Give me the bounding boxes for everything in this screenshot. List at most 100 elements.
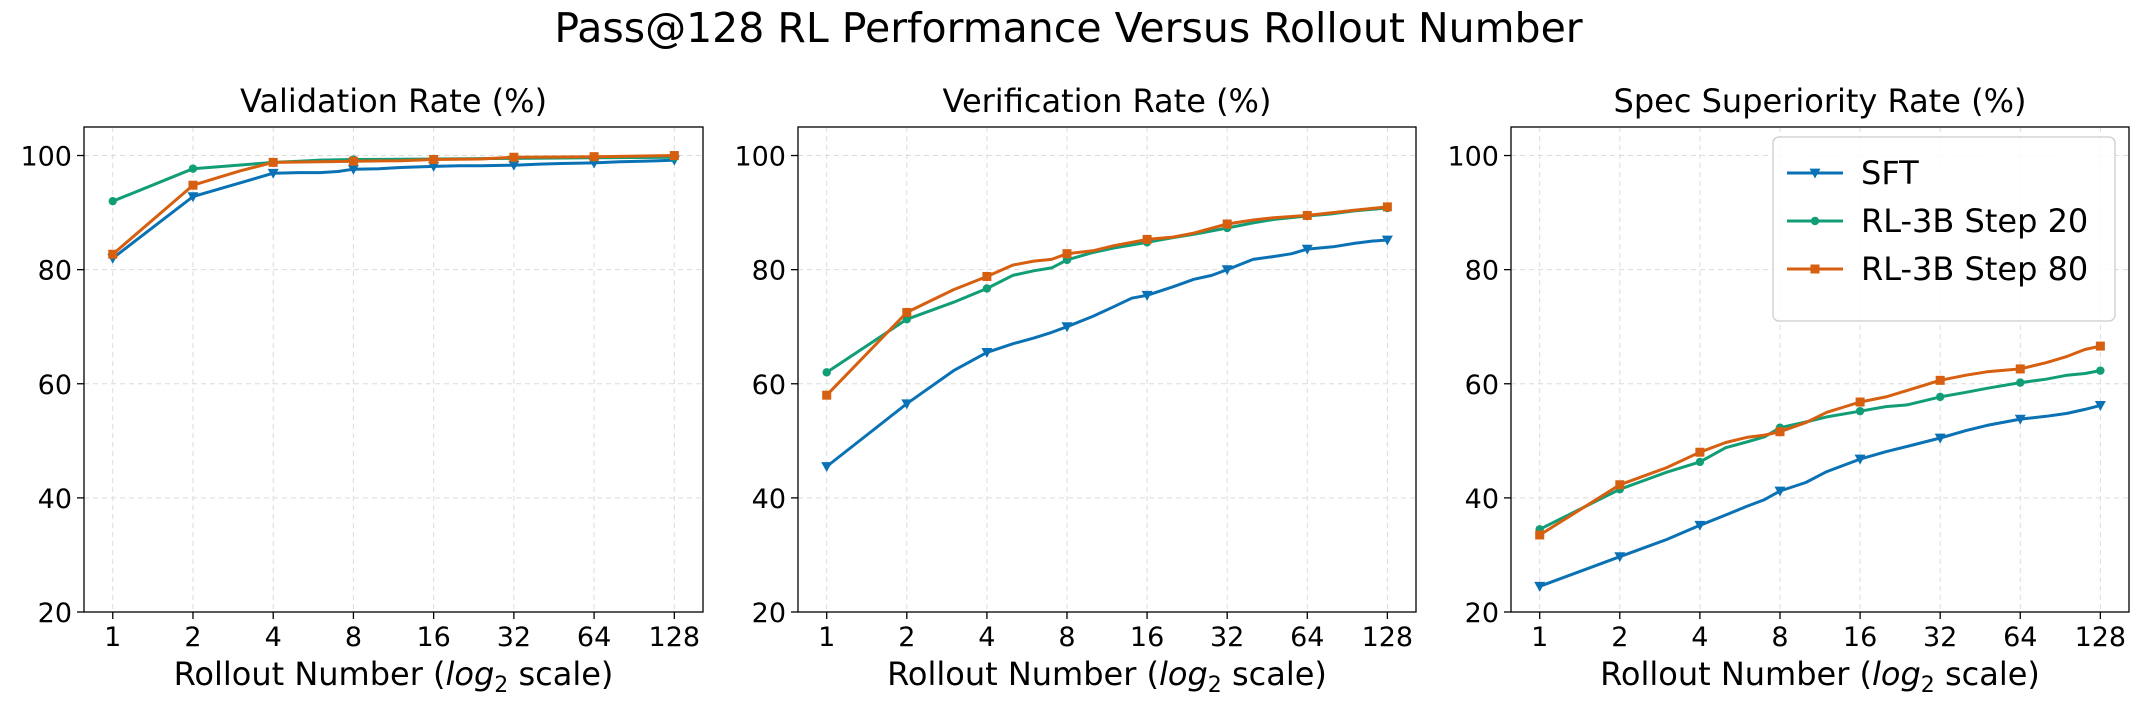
data-point [509, 152, 519, 162]
legend-marker [1810, 264, 1820, 274]
y-tick-label: 60 [1465, 370, 1499, 401]
data-point [428, 161, 440, 172]
data-point [1061, 322, 1073, 333]
data-point [2094, 401, 2106, 411]
data-point [108, 196, 117, 206]
x-tick-label: 2 [184, 622, 201, 653]
x-axis-label: Rollout Number (log2 scale) [1600, 655, 2040, 698]
x-tick-label: 1 [818, 622, 835, 653]
x-tick-label: 64 [577, 622, 611, 653]
data-point [1695, 447, 1705, 457]
x-tick-label: 32 [1923, 622, 1957, 653]
legend-item: RL-3B Step 80 [1787, 250, 2088, 288]
data-point [1774, 486, 1786, 497]
data-point [669, 151, 679, 161]
x-tick-label: 4 [978, 622, 995, 653]
x-axis-label: Rollout Number (log2 scale) [887, 655, 1327, 698]
y-tick-label: 100 [734, 142, 786, 173]
data-point [1935, 375, 1945, 385]
data-point [1855, 397, 1865, 407]
axes-frame [1510, 126, 2130, 613]
data-point [901, 399, 913, 410]
data-point [1062, 249, 1072, 259]
figure-title: Pass@128 RL Performance Versus Rollout N… [554, 4, 1583, 52]
series-line [1539, 403, 2101, 588]
subplot-title: Verification Rate (%) [943, 82, 1272, 120]
y-tick-label: 40 [38, 484, 72, 515]
data-point [1381, 235, 1393, 246]
data-point [1854, 454, 1866, 465]
data-point [1615, 480, 1625, 490]
legend-box [1772, 136, 2116, 322]
x-tick-label: 128 [1362, 622, 1414, 653]
y-tick-label: 100 [20, 142, 72, 173]
data-point [902, 307, 912, 317]
data-point [1535, 530, 1545, 540]
data-point [188, 180, 198, 190]
series-line [1538, 344, 2101, 537]
x-tick-label: 2 [1611, 622, 1628, 653]
x-tick-label: 16 [1130, 622, 1164, 653]
data-point [981, 347, 993, 358]
axes-frame [83, 126, 704, 613]
data-point [1694, 520, 1706, 531]
data-point [508, 160, 520, 171]
series-2 [822, 203, 1392, 377]
data-point [1141, 290, 1153, 301]
y-tick-label: 80 [1465, 256, 1499, 287]
x-tick-label: 1 [104, 622, 121, 653]
data-point [187, 192, 199, 203]
data-point [821, 462, 833, 472]
data-point [2015, 364, 2025, 374]
x-tick-label: 4 [1691, 622, 1708, 653]
data-point [267, 168, 279, 179]
x-tick-label: 2 [898, 622, 915, 653]
data-point [822, 390, 832, 400]
data-point [1775, 427, 1785, 437]
y-tick-label: 20 [1465, 598, 1499, 629]
subplot-3: 1 2 4 8 16 32 64 128 20 40 60 80 100 Spec Superiority… [1447, 82, 2130, 698]
data-point [348, 156, 358, 166]
x-tick-label: 8 [345, 622, 362, 653]
x-tick-label: 1 [1531, 622, 1548, 653]
data-point [1382, 202, 1392, 212]
data-point [1221, 265, 1233, 276]
series-3 [1535, 341, 2105, 540]
series-3 [822, 202, 1392, 400]
data-point [429, 155, 439, 165]
subplot-1: 1 2 4 8 16 32 64 128 20 40 60 80 100 Validation Rate … [20, 82, 704, 698]
series-line [825, 206, 1388, 374]
data-point [982, 284, 992, 293]
subplot-title: Spec Superiority Rate (%) [1614, 82, 2027, 120]
data-point [188, 164, 198, 173]
data-point [268, 157, 278, 167]
y-tick-label: 40 [752, 484, 786, 515]
data-point [108, 249, 118, 259]
x-tick-label: 8 [1058, 622, 1075, 653]
data-point [1534, 581, 1546, 592]
x-tick-label: 128 [2075, 622, 2127, 653]
data-point [589, 152, 599, 162]
data-point [1302, 210, 1312, 220]
x-tick-label: 128 [649, 622, 701, 653]
series-2 [1535, 366, 2105, 534]
data-point [1614, 552, 1626, 563]
legend-item: SFT [1787, 154, 1919, 192]
data-point [1695, 457, 1705, 467]
data-point [1855, 406, 1865, 416]
series-line [1539, 369, 2101, 531]
data-point [1934, 433, 1946, 444]
data-point [822, 368, 831, 377]
y-tick-label: 80 [38, 256, 72, 287]
legend-marker [1810, 216, 1820, 226]
legend-label: RL-3B Step 20 [1861, 202, 2088, 240]
x-tick-label: 32 [497, 622, 531, 653]
subplot-title: Validation Rate (%) [240, 82, 547, 120]
data-point [2096, 366, 2105, 375]
y-tick-label: 20 [752, 598, 786, 629]
x-tick-label: 16 [1843, 622, 1877, 653]
series-line [825, 238, 1388, 468]
data-point [982, 271, 992, 281]
